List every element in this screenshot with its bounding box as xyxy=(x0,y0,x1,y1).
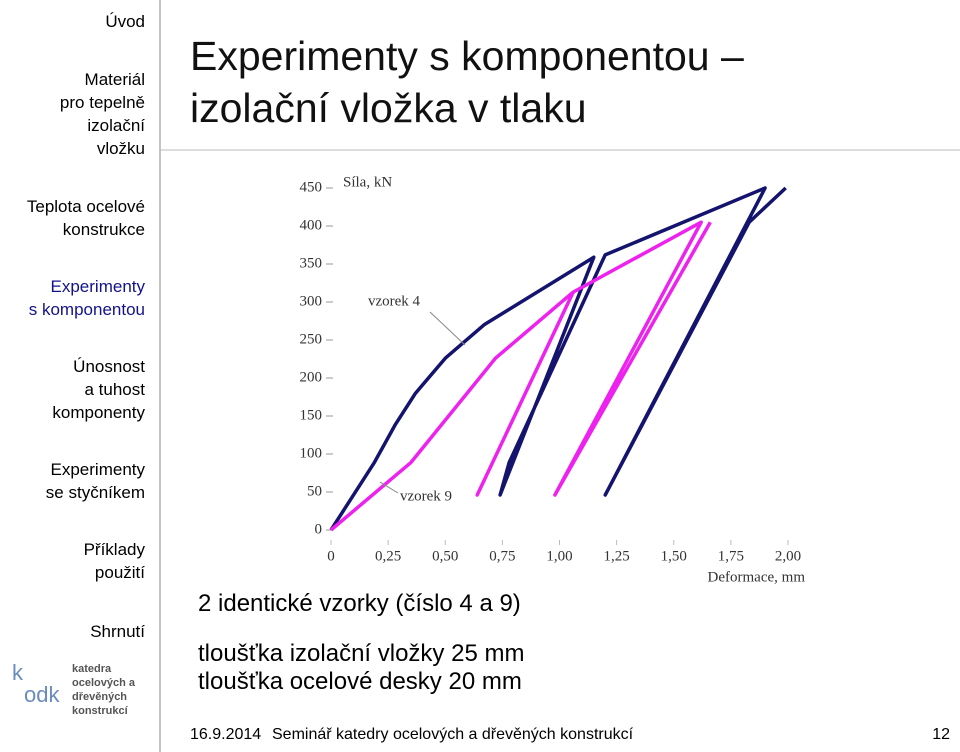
x-tick-label: 0,25 xyxy=(375,548,401,564)
footer-text: Seminář katedry ocelových a dřevěných ko… xyxy=(272,726,634,743)
y-tick-label: 100 xyxy=(300,445,323,461)
y-tick-label: 200 xyxy=(300,369,323,385)
y-tick-label: 350 xyxy=(300,255,323,271)
y-tick-label: 400 xyxy=(300,217,323,233)
y-tick-label: 450 xyxy=(300,179,323,195)
x-tick-label: 0,75 xyxy=(489,548,515,564)
y-axis-label: Síla, kN xyxy=(343,174,392,190)
body-line: 2 identické vzorky (číslo 4 a 9) xyxy=(198,590,521,617)
logo-line: ocelových a xyxy=(72,677,135,689)
nav-line: konstrukce xyxy=(62,220,145,239)
x-tick-label: 1,25 xyxy=(604,548,630,564)
y-tick-label: 0 xyxy=(315,521,323,537)
x-tick-label: 1,00 xyxy=(546,548,572,564)
x-tick-label: 1,75 xyxy=(718,548,744,564)
x-tick-label: 1,50 xyxy=(661,548,687,564)
body-text: 2 identické vzorky (číslo 4 a 9) tloušťk… xyxy=(198,590,524,696)
logo-mark: odk xyxy=(24,682,60,707)
page-number: 12 xyxy=(932,726,950,743)
nav-line: Teplota ocelové xyxy=(26,197,145,216)
y-tick-label: 150 xyxy=(300,407,323,423)
nav-item[interactable]: Experimenty s komponentou xyxy=(29,275,145,321)
nav-item[interactable]: Únosnost a tuhost komponenty xyxy=(52,355,145,424)
y-tick-label: 300 xyxy=(300,293,323,309)
slide-title: Experimenty s komponentou – izolační vlo… xyxy=(190,30,744,134)
nav-line: se styčníkem xyxy=(45,483,145,502)
chart: 0 50 100 150 200 250 300 350 400 450 0 0,25 0,50 0,75… xyxy=(300,174,806,585)
x-tick-label: 0 xyxy=(327,548,335,564)
nav-line: Shrnutí xyxy=(90,622,145,641)
y-tick-label: 250 xyxy=(300,331,323,347)
nav-item[interactable]: Experimenty se styčníkem xyxy=(46,458,145,504)
footer-date: 16.9.2014 xyxy=(190,726,262,743)
body-line: tloušťka izolační vložky 25 mm xyxy=(198,640,525,667)
logo: k odk katedra ocelových a dřevěných kons… xyxy=(10,660,150,720)
label-leader xyxy=(379,481,399,494)
x-axis-label: Deformace, mm xyxy=(708,569,806,585)
nav-line: Příklady xyxy=(83,540,145,559)
nav-line: Materiál xyxy=(84,70,145,89)
logo-letter: k xyxy=(12,660,23,685)
logo-text: katedra ocelových a dřevěných konstrukcí xyxy=(72,662,135,718)
nav-line: a tuhost xyxy=(84,380,146,399)
data-line xyxy=(329,186,787,531)
nav-line: komponenty xyxy=(52,403,145,422)
nav-line: vložku xyxy=(96,139,145,158)
series-label: vzorek 9 xyxy=(400,488,452,504)
nav-item[interactable]: Shrnutí xyxy=(90,620,145,643)
nav-item[interactable]: Příklady použití xyxy=(84,538,145,584)
nav-line: Experimenty xyxy=(50,460,145,479)
data-line xyxy=(329,220,712,532)
nav-line: Únosnost xyxy=(73,357,145,376)
nav-line: Experimenty xyxy=(50,277,145,296)
nav-line: s komponentou xyxy=(28,300,145,319)
y-tick-label: 50 xyxy=(307,483,322,499)
title-line: Experimenty s komponentou – xyxy=(190,33,744,79)
body-line: tloušťka ocelové desky 20 mm xyxy=(198,668,522,695)
nav-line: pro tepelně xyxy=(59,93,145,112)
series-label: vzorek 4 xyxy=(368,293,421,309)
nav-line: izolační xyxy=(87,116,145,135)
logo-line: katedra xyxy=(72,663,112,675)
nav-item[interactable]: Materiál pro tepelně izolační vložku xyxy=(60,68,145,160)
x-tick-label: 2,00 xyxy=(775,548,801,564)
nav-item[interactable]: Teplota ocelové konstrukce xyxy=(27,195,145,241)
x-tick-label: 0,50 xyxy=(432,548,458,564)
nav-line: Úvod xyxy=(105,12,145,31)
label-leader xyxy=(429,311,466,346)
nav-item[interactable]: Úvod xyxy=(105,10,145,33)
title-line: izolační vložka v tlaku xyxy=(190,85,587,131)
logo-line: konstrukcí xyxy=(72,705,128,717)
logo-line: dřevěných xyxy=(72,691,128,703)
nav-line: použití xyxy=(94,563,145,582)
